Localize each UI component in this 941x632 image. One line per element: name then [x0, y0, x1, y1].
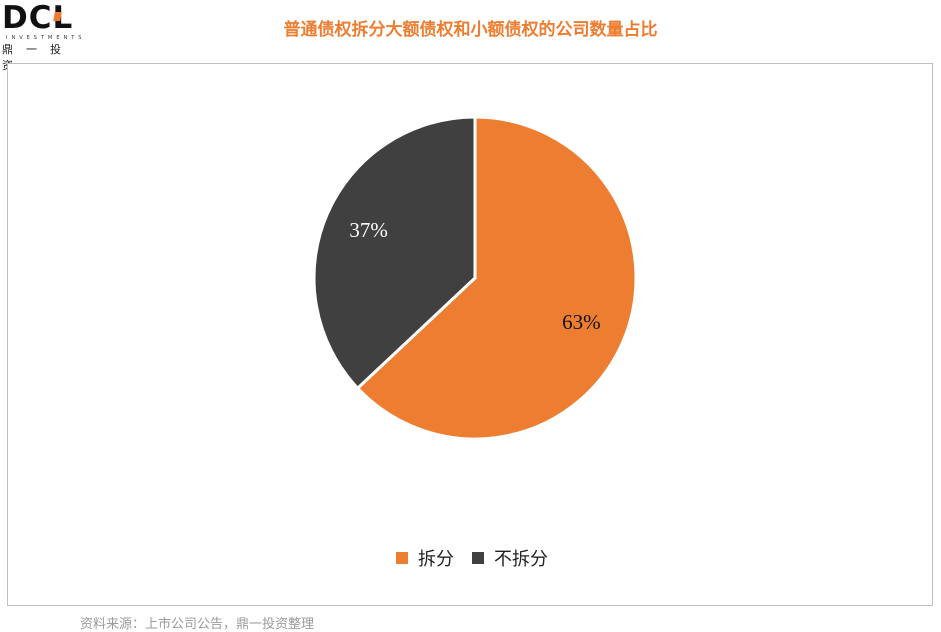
chart-title: 普通债权拆分大额债权和小额债权的公司数量占比: [283, 20, 658, 40]
legend-label-nosplit: 不拆分: [494, 549, 548, 570]
pie-slice-nosplit: [312, 115, 477, 391]
legend-swatch-split: [396, 552, 408, 564]
slice-label-split: 63%: [562, 310, 601, 334]
legend-swatch-nosplit: [472, 552, 484, 564]
logo-subtitle: INVESTMENTS: [6, 35, 86, 41]
legend: 拆分 不拆分: [396, 545, 566, 571]
chart-frame: 63% 37% 拆分 不拆分 资料来源：上市公司公告，鼎一投资整理: [7, 63, 933, 632]
pie-chart: 63% 37%: [312, 115, 638, 441]
legend-item-nosplit: 不拆分: [472, 545, 548, 571]
pie-slice-split: [355, 115, 638, 441]
legend-label-split: 拆分: [418, 549, 454, 570]
slice-label-nosplit: 37%: [349, 218, 388, 242]
source-note: 资料来源：上市公司公告，鼎一投资整理: [80, 617, 315, 632]
legend-item-split: 拆分: [396, 545, 454, 571]
